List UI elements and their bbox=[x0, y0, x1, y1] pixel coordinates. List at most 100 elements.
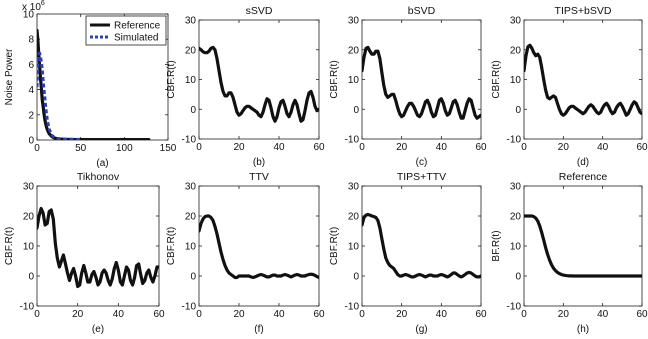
y-tick-label: 30 bbox=[510, 182, 522, 193]
x-tick-label: 60 bbox=[475, 309, 487, 320]
y-tick-label: 10 bbox=[23, 10, 35, 21]
series-line bbox=[199, 45, 319, 123]
panel-title: TTV bbox=[249, 171, 269, 183]
x-tick-label: 0 bbox=[521, 309, 527, 320]
x-tick-label: 60 bbox=[313, 142, 325, 153]
y-tick-label: -10 bbox=[20, 302, 35, 313]
panel-label: (a) bbox=[96, 158, 108, 169]
x-tick-label: 0 bbox=[359, 142, 365, 153]
y-tick-label: 20 bbox=[185, 212, 197, 223]
y-tick-label: 20 bbox=[185, 45, 197, 56]
panel-label: (e) bbox=[92, 324, 104, 334]
y-tick-label: 10 bbox=[185, 75, 197, 86]
x-tick-label: 20 bbox=[396, 309, 408, 320]
panel-label: (g) bbox=[415, 324, 427, 334]
y-tick-label: 0 bbox=[28, 272, 34, 283]
x-tick-label: 20 bbox=[233, 309, 245, 320]
y-tick-label: 30 bbox=[348, 16, 360, 27]
x-tick-label: 0 bbox=[34, 143, 40, 154]
series-line bbox=[524, 214, 642, 278]
x-tick-label: 0 bbox=[359, 309, 365, 320]
y-axis-label: BF.R(t) bbox=[491, 230, 502, 261]
x-tick-label: 60 bbox=[636, 309, 648, 320]
y-tick-label: 30 bbox=[348, 182, 360, 193]
x-tick-label: 60 bbox=[153, 309, 165, 320]
x-tick-label: 20 bbox=[396, 142, 408, 153]
x-tick-label: 40 bbox=[273, 142, 285, 153]
series-line-reference bbox=[37, 28, 151, 140]
y-axis-label: CBF.R(t) bbox=[166, 227, 177, 265]
y-tick-label: 4 bbox=[28, 85, 34, 96]
x-tick-label: 20 bbox=[558, 142, 570, 153]
axes-frame bbox=[523, 19, 643, 140]
y-tick-label: -10 bbox=[345, 302, 360, 313]
y-multiplier-exponent: 6 bbox=[41, 0, 45, 7]
y-axis-label: Noise Power bbox=[4, 48, 15, 105]
axes-frame bbox=[198, 185, 320, 307]
y-tick-label: 30 bbox=[23, 182, 35, 193]
y-tick-label: 20 bbox=[23, 212, 35, 223]
x-tick-label: 60 bbox=[313, 309, 325, 320]
x-tick-label: 100 bbox=[116, 143, 133, 154]
panel-label: (c) bbox=[416, 157, 428, 168]
panel-label: (b) bbox=[253, 157, 265, 168]
y-tick-label: 0 bbox=[190, 105, 196, 116]
y-tick-label: -10 bbox=[182, 135, 197, 146]
y-tick-label: 8 bbox=[28, 35, 34, 46]
y-tick-label: 20 bbox=[510, 212, 522, 223]
x-tick-label: 20 bbox=[558, 309, 570, 320]
series-line-simulated bbox=[37, 51, 81, 140]
x-tick-label: 20 bbox=[72, 309, 84, 320]
y-tick-label: 0 bbox=[515, 105, 521, 116]
y-tick-label: -10 bbox=[507, 135, 522, 146]
y-tick-label: 0 bbox=[353, 105, 359, 116]
panel-title: Tikhonov bbox=[77, 171, 120, 183]
axes-frame bbox=[361, 19, 482, 140]
x-tick-label: 40 bbox=[273, 309, 285, 320]
series-line bbox=[362, 45, 481, 120]
y-tick-label: 20 bbox=[510, 45, 522, 56]
y-axis-label: CBF.R(t) bbox=[329, 60, 340, 98]
x-tick-label: 20 bbox=[233, 142, 245, 153]
x-tick-label: 0 bbox=[34, 309, 40, 320]
legend-entry: Reference bbox=[114, 21, 161, 32]
y-tick-label: 30 bbox=[185, 16, 197, 27]
x-tick-label: 40 bbox=[436, 309, 448, 320]
x-tick-label: 50 bbox=[75, 143, 87, 154]
panel-label: (f) bbox=[254, 324, 263, 334]
panel-title: sSVD bbox=[246, 5, 273, 17]
series-line bbox=[37, 206, 159, 289]
x-tick-label: 0 bbox=[196, 142, 202, 153]
panel-title: bSVD bbox=[408, 5, 436, 17]
x-tick-label: 40 bbox=[597, 309, 609, 320]
y-axis-label: CBF.R(t) bbox=[4, 227, 15, 265]
y-multiplier: x 106 bbox=[22, 0, 45, 13]
legend-entry: Simulated bbox=[114, 33, 158, 44]
y-tick-label: 0 bbox=[353, 272, 359, 283]
y-tick-label: 10 bbox=[510, 75, 522, 86]
axes-frame bbox=[523, 185, 643, 307]
x-tick-label: 0 bbox=[521, 142, 527, 153]
y-tick-label: 20 bbox=[348, 212, 360, 223]
y-tick-label: -10 bbox=[345, 135, 360, 146]
y-axis-label: CBF.R(t) bbox=[166, 60, 177, 98]
y-axis-label: CBF.R(t) bbox=[491, 60, 502, 98]
series-line bbox=[524, 43, 642, 117]
x-tick-label: 150 bbox=[160, 143, 177, 154]
y-tick-label: 10 bbox=[348, 75, 360, 86]
y-tick-label: 10 bbox=[185, 242, 197, 253]
y-tick-label: 30 bbox=[185, 182, 197, 193]
y-tick-label: 0 bbox=[28, 136, 34, 147]
x-tick-label: 40 bbox=[113, 309, 125, 320]
y-tick-label: 2 bbox=[28, 110, 34, 121]
series-line bbox=[199, 214, 319, 280]
